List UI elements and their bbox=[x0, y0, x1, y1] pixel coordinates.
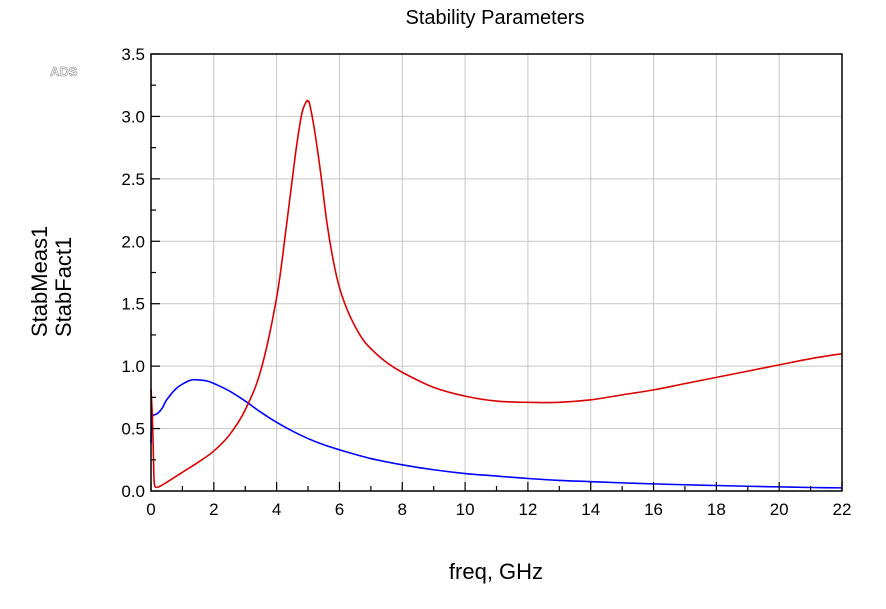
x-tick-label: 2 bbox=[209, 500, 218, 519]
y-tick-label: 0.0 bbox=[121, 482, 145, 501]
y-axis-label-stabfact1: StabFact1 bbox=[51, 237, 76, 337]
x-tick-label: 14 bbox=[581, 500, 600, 519]
series-line-stabfact1 bbox=[150, 99, 843, 489]
plot-frame bbox=[150, 53, 843, 492]
grid-layer bbox=[151, 54, 842, 491]
y-tick-label: 1.5 bbox=[121, 295, 145, 314]
ticks-layer bbox=[150, 53, 843, 492]
y-tick-labels: 0.0 0.5 1.0 1.5 2.0 2.5 3.0 3.5 bbox=[121, 45, 145, 501]
x-axis-label: freq, GHz bbox=[449, 559, 543, 584]
y-tick-label: 2.0 bbox=[121, 232, 145, 251]
x-tick-label: 0 bbox=[146, 500, 155, 519]
x-tick-label: 8 bbox=[398, 500, 407, 519]
chart-title: Stability Parameters bbox=[406, 7, 585, 29]
y-tick-label: 1.0 bbox=[121, 357, 145, 376]
y-tick-label: 2.5 bbox=[121, 170, 145, 189]
x-tick-label: 10 bbox=[456, 500, 475, 519]
x-tick-label: 12 bbox=[518, 500, 537, 519]
x-tick-label: 18 bbox=[707, 500, 726, 519]
x-tick-labels: 0 2 4 6 8 10 12 14 16 18 20 22 bbox=[146, 500, 851, 519]
x-tick-label: 4 bbox=[272, 500, 281, 519]
y-tick-label: 0.5 bbox=[121, 420, 145, 439]
x-tick-label: 22 bbox=[833, 500, 852, 519]
x-tick-label: 16 bbox=[644, 500, 663, 519]
y-axis-label-stabmeas1: StabMeas1 bbox=[27, 226, 52, 337]
series-line-stabmeas1 bbox=[150, 378, 843, 489]
x-tick-label: 6 bbox=[335, 500, 344, 519]
y-tick-label: 3.0 bbox=[121, 107, 145, 126]
series-layer bbox=[150, 99, 843, 489]
x-tick-label: 20 bbox=[770, 500, 789, 519]
y-tick-label: 3.5 bbox=[121, 45, 145, 64]
ads-watermark: ADS bbox=[50, 64, 78, 79]
